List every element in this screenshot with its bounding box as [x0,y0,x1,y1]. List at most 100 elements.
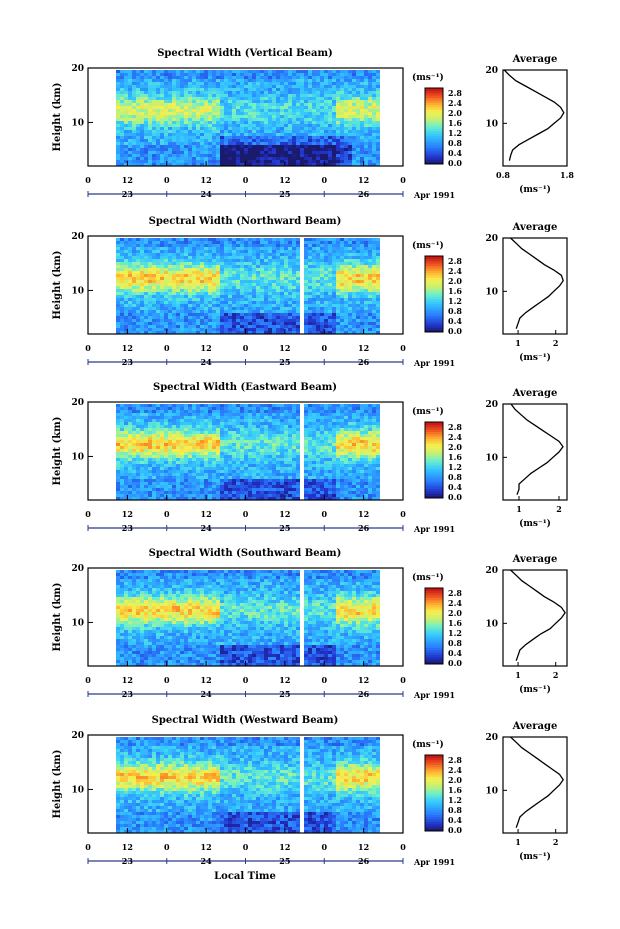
heatmap-cell [244,310,248,313]
heatmap-cell [196,133,200,136]
heatmap-cell [188,109,192,112]
heatmap-cell [220,148,224,151]
heatmap-cell [372,292,376,295]
heatmap-cell [128,488,132,491]
heatmap-cell [168,316,172,319]
heatmap-cell [188,163,192,166]
heatmap-cell [184,455,188,458]
heatmap-cell [328,154,332,157]
heatmap-cell [316,277,320,280]
heatmap-cell [212,163,216,166]
heatmap-cell [308,283,312,286]
heatmap-cell [120,491,124,494]
heatmap-cell [316,100,320,103]
heatmap-cell [204,127,208,130]
heatmap-cell [128,244,132,247]
heatmap-cell [292,298,296,301]
heatmap-cell [216,268,220,271]
heatmap-cell [368,133,372,136]
heatmap-cell [148,473,152,476]
day-label: 26 [358,357,370,367]
heatmap-cell [128,91,132,94]
heatmap-cell [192,256,196,259]
heatmap-cell [288,292,292,295]
heatmap-cell [116,410,120,413]
heatmap-cell [312,79,316,82]
heatmap-cell [320,130,324,133]
heatmap-cell [264,154,268,157]
heatmap-cell [276,127,280,130]
heatmap-cell [152,121,156,124]
heatmap-cell [288,244,292,247]
heatmap-cell [348,97,352,100]
heatmap-cell [168,286,172,289]
heatmap-cell [292,160,296,163]
heatmap-cell [360,271,364,274]
heatmap-cell [224,139,228,142]
heatmap-cell [336,253,340,256]
heatmap-cell [164,253,168,256]
heatmap-cell [360,301,364,304]
heatmap-cell [116,103,120,106]
heatmap-cell [252,160,256,163]
heatmap-cell [156,488,160,491]
heatmap-cell [236,292,240,295]
heatmap-cell [196,325,200,328]
heatmap-cell [256,283,260,286]
heatmap-cell [152,157,156,160]
colorbar-segment [425,140,443,144]
heatmap-cell [196,115,200,118]
heatmap-cell [140,452,144,455]
heatmap-cell [116,491,120,494]
heatmap-cell [292,304,296,307]
x-tick-label: 12 [358,343,369,353]
heatmap-cell [156,404,160,407]
heatmap-cell [148,464,152,467]
heatmap-cell [132,458,136,461]
heatmap-cell [348,160,352,163]
heatmap-cell [152,253,156,256]
heatmap-cell [292,79,296,82]
heatmap-cell [164,118,168,121]
heatmap-cell [252,112,256,115]
heatmap-cell [200,151,204,154]
heatmap-cell [236,82,240,85]
heatmap-cell [192,97,196,100]
heatmap-cell [360,115,364,118]
heatmap-cell [140,283,144,286]
colorbar-unit: (ms⁻¹) [412,72,444,83]
heatmap-cell [300,103,304,106]
heatmap-cell [208,118,212,121]
heatmap-cell [152,76,156,79]
heatmap-cell [140,271,144,274]
heatmap-cell [204,304,208,307]
heatmap-cell [136,298,140,301]
heatmap-cell [356,79,360,82]
heatmap-cell [288,298,292,301]
heatmap-cell [296,136,300,139]
heatmap-cell [116,437,120,440]
heatmap-cell [204,121,208,124]
heatmap-cell [348,139,352,142]
heatmap-cell [340,121,344,124]
heatmap-cell [264,130,268,133]
heatmap-cell [360,91,364,94]
heatmap-cell [136,280,140,283]
heatmap-cell [160,410,164,413]
heatmap-cell [304,268,308,271]
heatmap-cell [288,241,292,244]
heatmap-cell [300,157,304,160]
heatmap-cell [268,259,272,262]
heatmap-cell [244,322,248,325]
heatmap-cell [144,76,148,79]
heatmap-cell [124,410,128,413]
heatmap-cell [364,76,368,79]
heatmap-cell [280,259,284,262]
heatmap-cell [256,298,260,301]
heatmap-cell [196,154,200,157]
heatmap-cell [296,322,300,325]
heatmap-cell [352,298,356,301]
heatmap-cell [328,271,332,274]
heatmap-cell [268,106,272,109]
heatmap-cell [284,115,288,118]
